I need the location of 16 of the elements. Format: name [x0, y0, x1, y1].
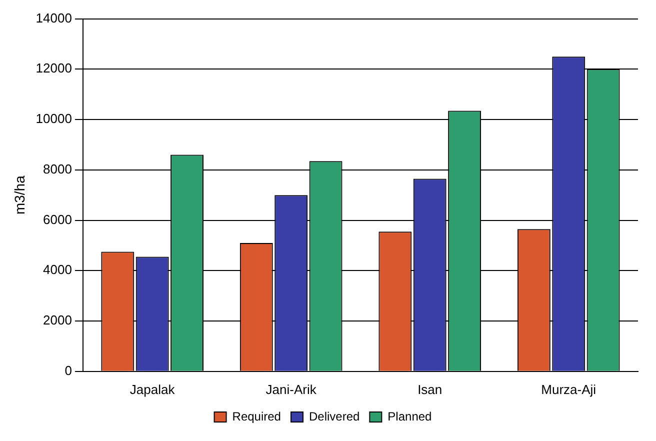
y-tick-label: 4000 — [43, 262, 72, 278]
legend-label: Required — [232, 409, 281, 424]
y-axis-title: m3/ha — [11, 175, 28, 215]
y-tick-label: 0 — [64, 362, 72, 378]
legend-label: Delivered — [308, 409, 360, 424]
y-tick-label: 12000 — [36, 60, 72, 76]
x-tick-label: Murza-Aji — [541, 382, 596, 397]
x-tick-label: Isan — [418, 382, 442, 397]
y-tick-label: 8000 — [43, 161, 72, 176]
legend-label: Planned — [388, 409, 432, 424]
y-tick-label: 14000 — [36, 10, 72, 26]
y-tick-label: 6000 — [43, 212, 72, 227]
x-tick-label: Japalak — [130, 382, 176, 397]
x-tick-label: Jani-Arik — [266, 382, 317, 397]
y-tick-label: 2000 — [43, 312, 72, 328]
y-tick-label: 10000 — [36, 111, 72, 126]
